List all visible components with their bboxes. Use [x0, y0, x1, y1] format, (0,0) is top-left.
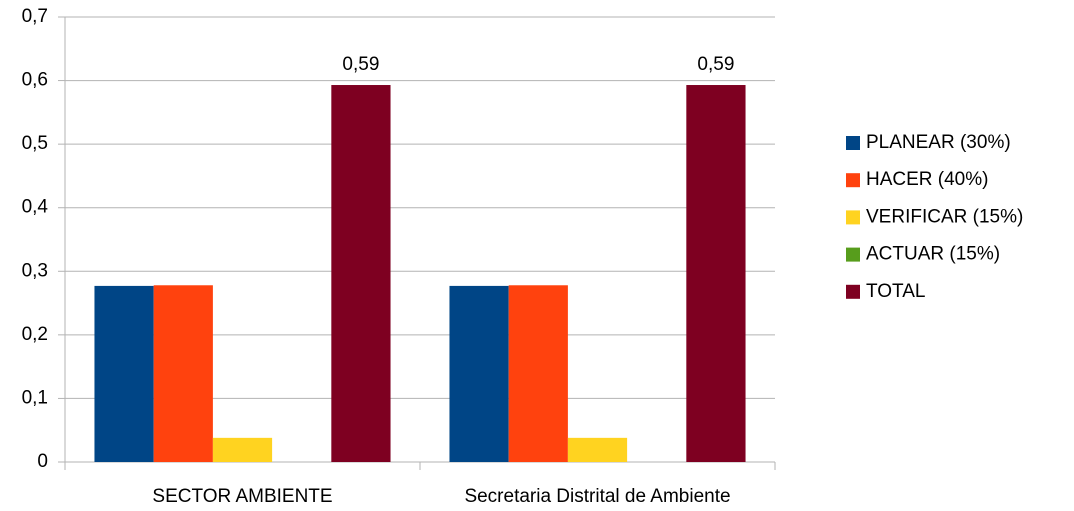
legend-swatch [846, 136, 860, 150]
y-tick-label: 0 [37, 451, 48, 472]
legend-label: HACER (40%) [866, 169, 988, 190]
legend-swatch [846, 210, 860, 225]
y-tick-label: 0,7 [22, 6, 48, 27]
legend-label: TOTAL [866, 281, 925, 302]
bar [686, 85, 746, 463]
legend-label: ACTUAR (15%) [866, 244, 1000, 265]
y-tick-label: 0,1 [22, 387, 48, 408]
bar [331, 85, 391, 463]
legend-label: PLANEAR (30%) [866, 132, 1011, 153]
bar [94, 285, 154, 462]
data-label: 0,59 [342, 54, 379, 75]
legend-swatch [846, 247, 860, 262]
y-tick-label: 0,2 [22, 324, 48, 345]
legend-swatch [846, 284, 860, 299]
y-tick-label: 0,3 [22, 260, 48, 281]
y-tick-label: 0,5 [22, 133, 48, 154]
legend-label: VERIFICAR (15%) [866, 206, 1023, 227]
bar [153, 285, 213, 462]
x-tick-label: SECTOR AMBIENTE [152, 486, 332, 507]
bar [508, 285, 568, 462]
legend-swatch [846, 173, 860, 188]
x-tick-label: Secretaria Distrital de Ambiente [464, 486, 730, 507]
bar [212, 437, 273, 462]
y-tick-label: 0,6 [22, 70, 48, 91]
y-tick-label: 0,4 [22, 197, 49, 218]
bar [567, 437, 628, 462]
data-label: 0,59 [697, 54, 734, 75]
bar [449, 285, 509, 462]
